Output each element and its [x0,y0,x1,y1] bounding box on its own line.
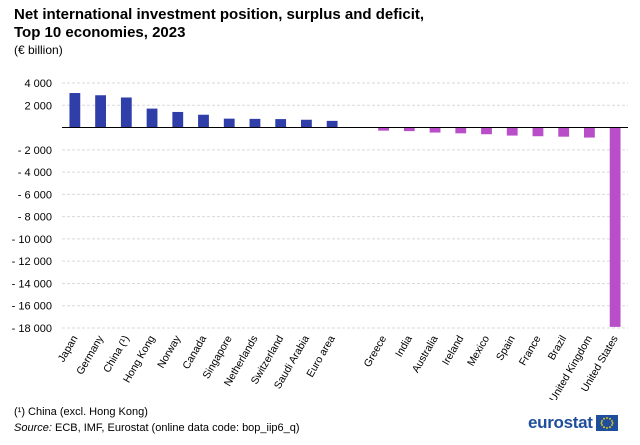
bar-japan [69,93,81,128]
bar-euro-area [326,120,338,128]
bar-greece [378,127,389,131]
bar-mexico [481,127,492,135]
bar-saudi-arabia [301,119,312,128]
eu-flag-icon [595,415,618,431]
bar-france [532,127,544,137]
gridlines [62,82,628,329]
bar-united-states [609,127,621,327]
footnote: (¹) China (excl. Hong Kong) [14,406,148,418]
chart-title-line-1: Net international investment position, s… [14,6,425,23]
source-line: Source: ECB, IMF, Eurostat (online data … [14,422,300,434]
x-tick-label: Ireland [440,333,467,367]
bar-switzerland [275,119,287,128]
bars [69,93,621,327]
y-tick-label: - 4 000 [18,167,52,179]
y-tick-label: - 10 000 [12,234,52,246]
bar-canada [198,114,209,128]
x-tick-label: Greece [362,333,390,369]
x-tick-label: Norway [155,333,184,370]
bar-brazil [558,127,570,137]
y-tick-label: - 14 000 [12,278,52,290]
bar-india [403,127,415,132]
y-axis-labels: 4 000 2 000 - 2 000 - 4 000 - 6 000 - 8 000 - … [12,78,52,335]
y-tick-label: - 18 000 [12,323,52,335]
bar-hong-kong [146,108,158,128]
bar-germany [95,95,106,128]
eurostat-logo: eurostat [528,412,618,434]
x-tick-label: Japan [56,333,81,364]
x-tick-label: Spain [494,333,518,362]
chart-title: Net international investment position, s… [14,6,614,42]
y-tick-label: - 16 000 [12,301,52,313]
bar-norway [172,111,184,128]
bar-singapore [223,118,235,128]
bar-united-kingdom [584,127,595,138]
chart-title-line-2: Top 10 economies, 2023 [14,24,186,41]
bar-spain [506,127,518,136]
bar-chart: 4 000 2 000 - 2 000 - 4 000 - 6 000 - 8 000 - … [12,78,628,400]
unit-label: (€ billion) [14,43,63,57]
logo-text: eurostat [528,413,593,432]
y-tick-label: 4 000 [24,78,52,90]
x-tick-label: India [393,333,415,359]
bar-netherlands [249,118,261,128]
bar-australia [429,127,441,133]
bar-ireland [455,127,467,134]
y-tick-label: - 6 000 [18,189,52,201]
x-tick-label: Mexico [465,333,492,368]
y-tick-label: - 8 000 [18,212,52,224]
bar-china [120,97,132,128]
x-tick-label: France [517,333,544,367]
y-tick-label: - 2 000 [18,145,52,157]
x-tick-label: Brazil [546,334,570,363]
source-label: Source: [14,422,52,434]
y-tick-label: 2 000 [24,100,52,112]
source-text: ECB, IMF, Eurostat (online data code: bo… [51,422,300,434]
y-tick-label: - 12 000 [12,256,52,268]
